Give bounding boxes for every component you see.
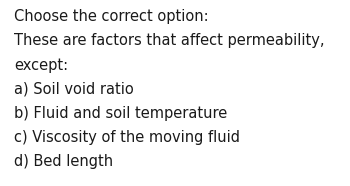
Text: Choose the correct option:: Choose the correct option: (14, 9, 209, 24)
Text: except:: except: (14, 58, 68, 73)
Text: These are factors that affect permeability,: These are factors that affect permeabili… (14, 33, 324, 49)
Text: b) Fluid and soil temperature: b) Fluid and soil temperature (14, 106, 227, 121)
Text: d) Bed length: d) Bed length (14, 154, 113, 169)
Text: c) Viscosity of the moving fluid: c) Viscosity of the moving fluid (14, 130, 240, 145)
Text: a) Soil void ratio: a) Soil void ratio (14, 82, 134, 97)
